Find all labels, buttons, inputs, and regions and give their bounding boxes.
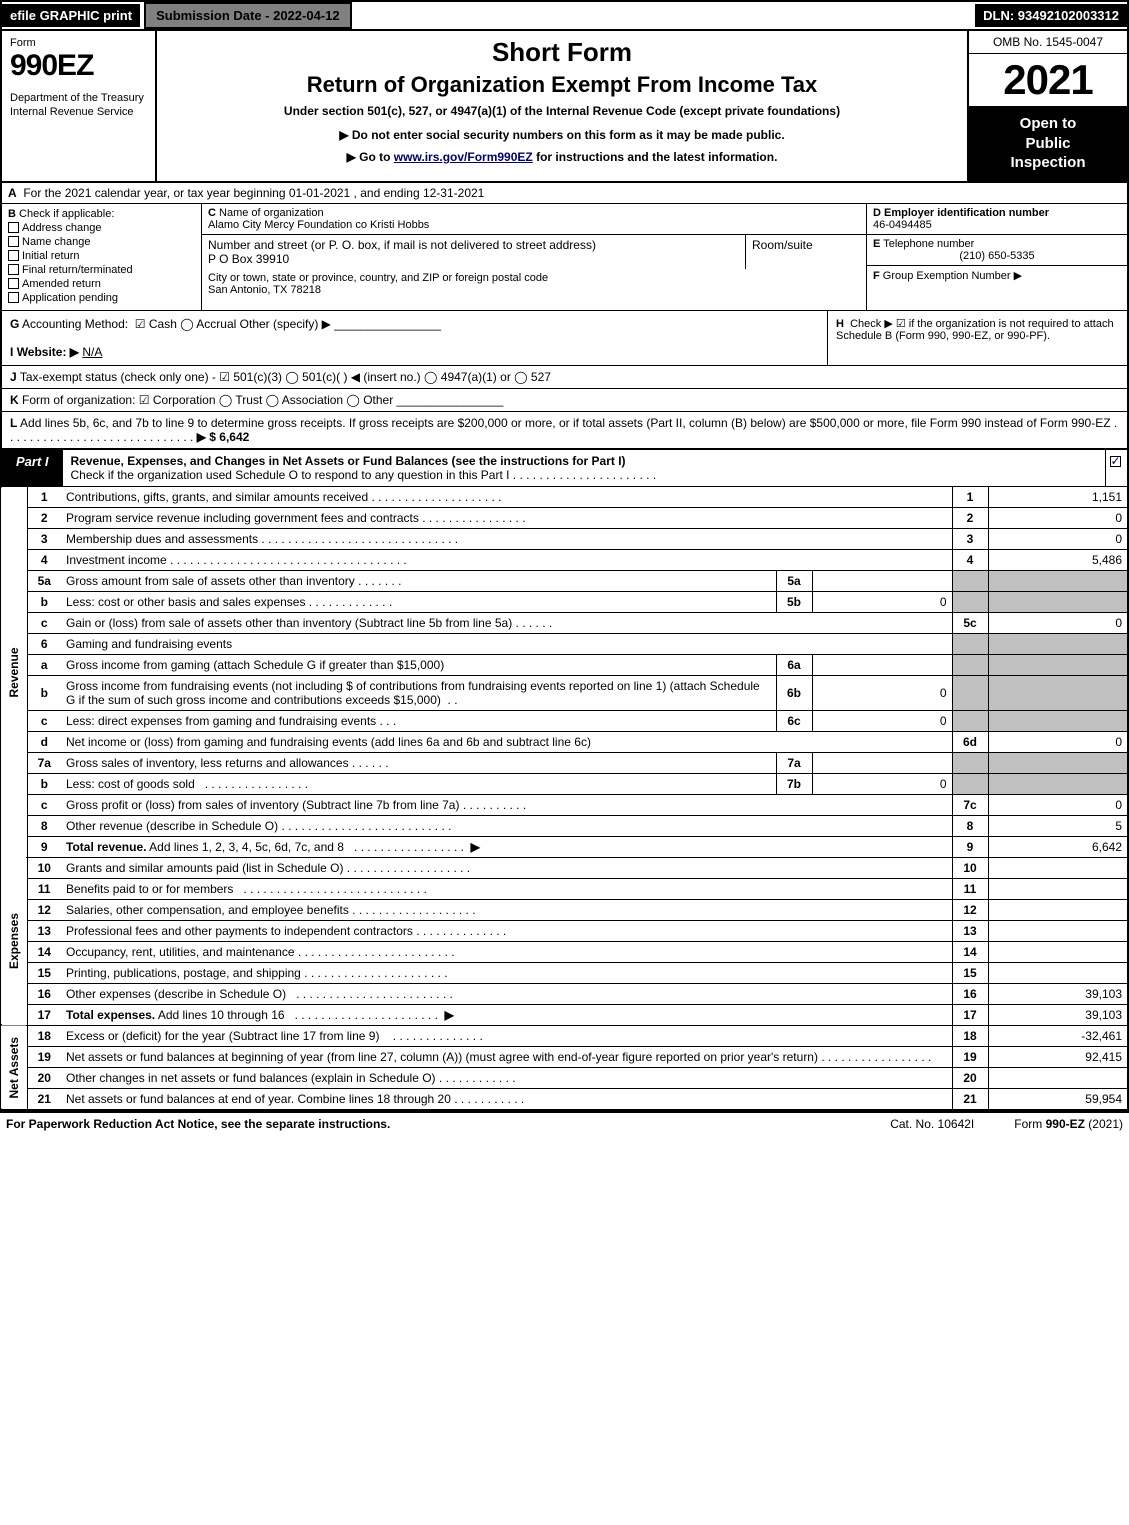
chk-amended[interactable]: Amended return	[8, 278, 195, 290]
line-8: 8Other revenue (describe in Schedule O) …	[1, 815, 1128, 836]
irs-link[interactable]: www.irs.gov/Form990EZ	[394, 150, 533, 164]
col-c: C Name of organizationAlamo City Mercy F…	[202, 204, 867, 310]
line-17: 17Total expenses. Add lines 10 through 1…	[1, 1004, 1128, 1025]
line-6: 6Gaming and fundraising events	[1, 633, 1128, 654]
org-street: P O Box 39910	[208, 252, 289, 266]
line-3: 3Membership dues and assessments . . . .…	[1, 528, 1128, 549]
form-ref: Form 990-EZ (2021)	[1014, 1117, 1123, 1131]
submission-date: Submission Date - 2022-04-12	[144, 2, 352, 29]
sidebar-expenses: Expenses	[1, 857, 27, 1025]
d-group: F Group Exemption Number ▶	[867, 266, 1127, 285]
line-5c: cGain or (loss) from sale of assets othe…	[1, 612, 1128, 633]
line-1: Revenue 1Contributions, gifts, grants, a…	[1, 487, 1128, 508]
ein-value: 46-0494485	[873, 219, 932, 231]
header-left: Form 990EZ Department of the TreasuryInt…	[2, 31, 157, 181]
row-i: I Website: ▶ N/A	[10, 345, 819, 359]
line-6c: cLess: direct expenses from gaming and f…	[1, 710, 1128, 731]
line-9: 9Total revenue. Add lines 1, 2, 3, 4, 5c…	[1, 836, 1128, 857]
line-7c: cGross profit or (loss) from sales of in…	[1, 794, 1128, 815]
under-section: Under section 501(c), 527, or 4947(a)(1)…	[167, 104, 957, 118]
chk-initial[interactable]: Initial return	[8, 250, 195, 262]
line-19: 19Net assets or fund balances at beginni…	[1, 1046, 1128, 1067]
efile-label[interactable]: efile GRAPHIC print	[2, 4, 140, 27]
d-ein: D Employer identification number46-04944…	[867, 204, 1127, 235]
row-l: L Add lines 5b, 6c, and 7b to line 9 to …	[0, 412, 1129, 450]
line-6d: dNet income or (loss) from gaming and fu…	[1, 731, 1128, 752]
line-15: 15Printing, publications, postage, and s…	[1, 962, 1128, 983]
line-12: 12Salaries, other compensation, and empl…	[1, 899, 1128, 920]
line-21: 21Net assets or fund balances at end of …	[1, 1088, 1128, 1110]
phone-value: (210) 650-5335	[873, 250, 1121, 262]
dln: DLN: 93492102003312	[975, 4, 1127, 27]
part1-title: Revenue, Expenses, and Changes in Net As…	[63, 450, 1105, 486]
header-center: Short Form Return of Organization Exempt…	[157, 31, 967, 181]
row-ghi: G Accounting Method: ☑ Cash ◯ Accrual Ot…	[0, 311, 1129, 366]
line-4: 4Investment income . . . . . . . . . . .…	[1, 549, 1128, 570]
gross-receipts: ▶ $ 6,642	[197, 430, 250, 444]
col-b: B Check if applicable: Address change Na…	[2, 204, 202, 310]
line-18: Net Assets 18Excess or (deficit) for the…	[1, 1025, 1128, 1046]
row-j: J Tax-exempt status (check only one) - ☑…	[0, 366, 1129, 389]
line-11: 11Benefits paid to or for members . . . …	[1, 878, 1128, 899]
short-form-title: Short Form	[167, 37, 957, 68]
c-city: City or town, state or province, country…	[202, 269, 866, 299]
form-label: Form	[10, 37, 147, 49]
c-room: Room/suite	[746, 235, 866, 269]
c-street: Number and street (or P. O. box, if mail…	[202, 235, 746, 269]
row-h: H Check ▶ ☑ if the organization is not r…	[827, 311, 1127, 365]
paperwork-notice: For Paperwork Reduction Act Notice, see …	[6, 1117, 390, 1131]
line-5a: 5aGross amount from sale of assets other…	[1, 570, 1128, 591]
footer: For Paperwork Reduction Act Notice, see …	[0, 1111, 1129, 1135]
part1-tab: Part I	[2, 450, 63, 486]
sidebar-revenue: Revenue	[1, 487, 27, 858]
line-7b: bLess: cost of goods sold . . . . . . . …	[1, 773, 1128, 794]
line-10: Expenses 10Grants and similar amounts pa…	[1, 857, 1128, 878]
topbar: efile GRAPHIC print Submission Date - 20…	[0, 0, 1129, 31]
return-title: Return of Organization Exempt From Incom…	[167, 72, 957, 98]
line-13: 13Professional fees and other payments t…	[1, 920, 1128, 941]
org-city: San Antonio, TX 78218	[208, 284, 321, 296]
lines-table: Revenue 1Contributions, gifts, grants, a…	[0, 487, 1129, 1111]
row-k: K Form of organization: ☑ Corporation ◯ …	[0, 389, 1129, 412]
chk-address[interactable]: Address change	[8, 222, 195, 234]
tax-year: 2021	[969, 54, 1127, 106]
part1-check[interactable]	[1105, 450, 1127, 486]
org-name: Alamo City Mercy Foundation co Kristi Ho…	[208, 219, 429, 231]
line-2: 2Program service revenue including gover…	[1, 507, 1128, 528]
chk-pending[interactable]: Application pending	[8, 292, 195, 304]
col-d: D Employer identification number46-04944…	[867, 204, 1127, 310]
form-header: Form 990EZ Department of the TreasuryInt…	[0, 31, 1129, 183]
b-label: Check if applicable:	[19, 208, 114, 220]
omb-number: OMB No. 1545-0047	[969, 31, 1127, 54]
part1-bar: Part I Revenue, Expenses, and Changes in…	[0, 450, 1129, 487]
block-bcd: B Check if applicable: Address change Na…	[0, 204, 1129, 311]
row-g: G Accounting Method: ☑ Cash ◯ Accrual Ot…	[10, 317, 819, 331]
line-6b: bGross income from fundraising events (n…	[1, 675, 1128, 710]
header-right: OMB No. 1545-0047 2021 Open toPublicInsp…	[967, 31, 1127, 181]
chk-final[interactable]: Final return/terminated	[8, 264, 195, 276]
line-7a: 7aGross sales of inventory, less returns…	[1, 752, 1128, 773]
line-6a: aGross income from gaming (attach Schedu…	[1, 654, 1128, 675]
website-value: N/A	[82, 345, 102, 359]
cat-no: Cat. No. 10642I	[890, 1117, 974, 1131]
line-20: 20Other changes in net assets or fund ba…	[1, 1067, 1128, 1088]
ssn-note: ▶ Do not enter social security numbers o…	[167, 128, 957, 142]
form-number: 990EZ	[10, 49, 147, 83]
row-a-text: For the 2021 calendar year, or tax year …	[23, 186, 484, 200]
sidebar-netassets: Net Assets	[1, 1025, 27, 1110]
c-name: C Name of organizationAlamo City Mercy F…	[202, 204, 866, 235]
line-16: 16Other expenses (describe in Schedule O…	[1, 983, 1128, 1004]
row-a: A For the 2021 calendar year, or tax yea…	[0, 183, 1129, 204]
dept-label: Department of the TreasuryInternal Reven…	[10, 91, 147, 120]
open-inspection: Open toPublicInspection	[969, 106, 1127, 181]
goto-note: ▶ Go to www.irs.gov/Form990EZ for instru…	[167, 150, 957, 164]
line-14: 14Occupancy, rent, utilities, and mainte…	[1, 941, 1128, 962]
chk-name[interactable]: Name change	[8, 236, 195, 248]
d-phone: E Telephone number(210) 650-5335	[867, 235, 1127, 266]
line-5b: bLess: cost or other basis and sales exp…	[1, 591, 1128, 612]
